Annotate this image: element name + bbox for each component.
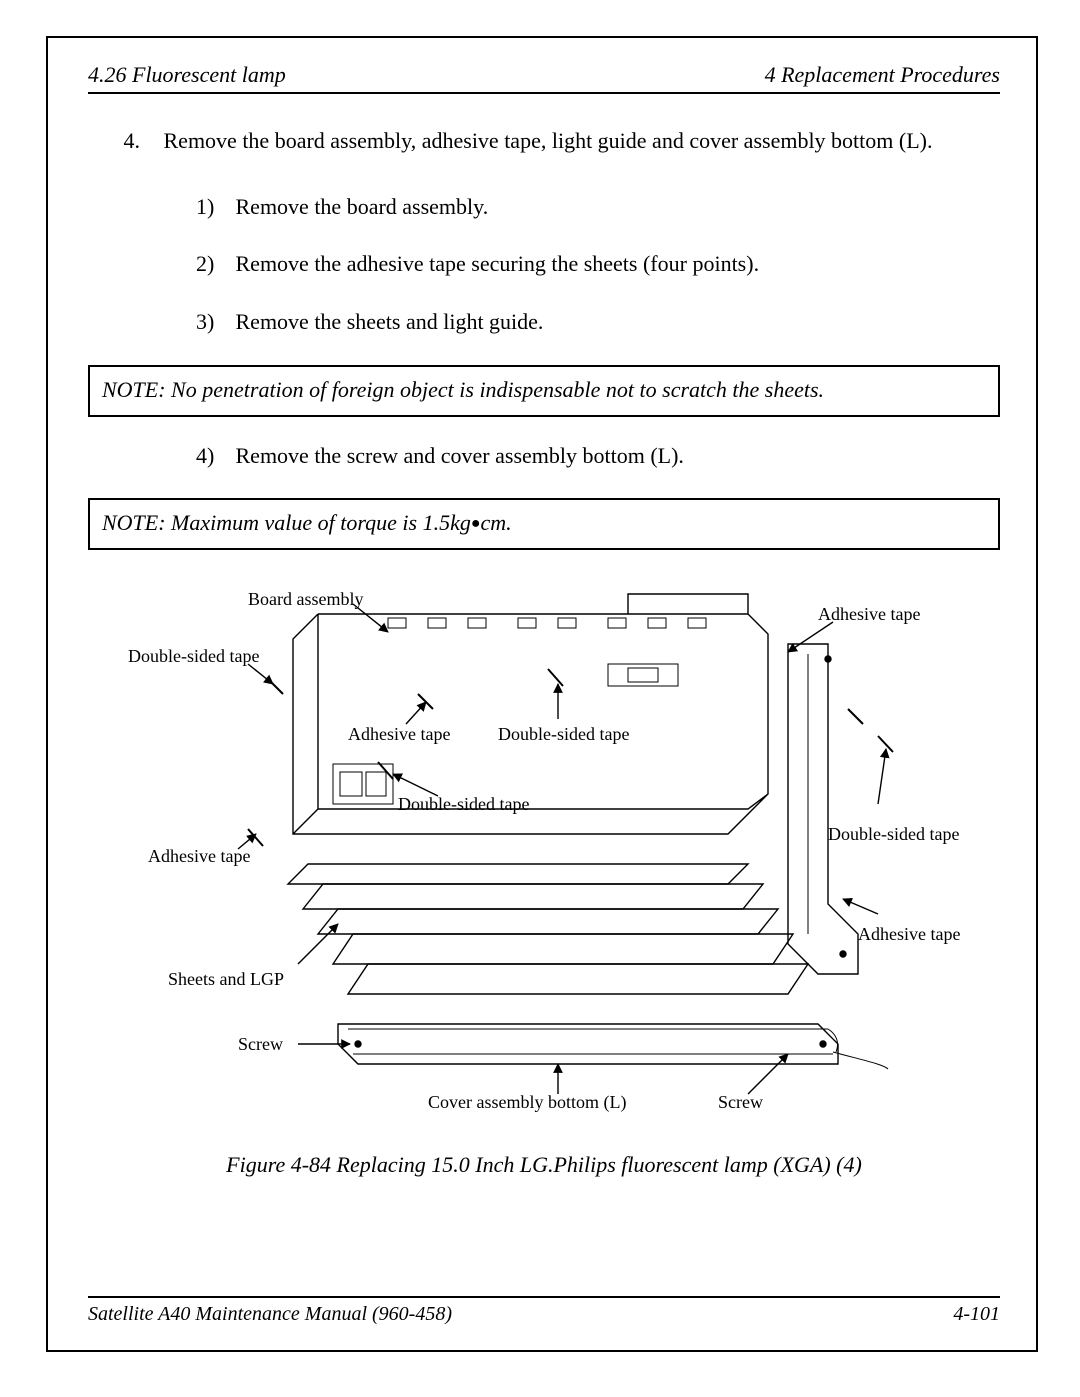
- footer-rule: [88, 1296, 1000, 1298]
- page-footer: Satellite A40 Maintenance Manual (960-45…: [88, 1303, 1000, 1326]
- step-number: 4.: [88, 126, 158, 156]
- footer-left: Satellite A40 Maintenance Manual (960-45…: [88, 1303, 452, 1326]
- bullet-icon: ●: [471, 515, 481, 532]
- substep-num: 2): [196, 249, 230, 279]
- step-text: Remove the board assembly, adhesive tape…: [164, 126, 984, 156]
- substep-text: Remove the screw and cover assembly bott…: [236, 443, 684, 468]
- label-adhesive-tape-3: Adhesive tape: [148, 846, 250, 867]
- note-2-prefix: NOTE: Maximum value of torque is 1.5kg: [102, 510, 471, 535]
- figure-4-84: Board assembly Adhesive tape Double-side…: [88, 574, 1000, 1134]
- note-1-text: NOTE: No penetration of foreign object i…: [102, 377, 824, 402]
- label-double-sided-tape-4: Double-sided tape: [828, 824, 959, 845]
- label-adhesive-tape-1: Adhesive tape: [818, 604, 920, 625]
- label-sheets-lgp: Sheets and LGP: [168, 969, 284, 990]
- substep-num: 3): [196, 307, 230, 337]
- substep-1: 1) Remove the board assembly.: [196, 192, 1000, 222]
- substeps-2: 4) Remove the screw and cover assembly b…: [196, 441, 1000, 471]
- substeps: 1) Remove the board assembly. 2) Remove …: [196, 192, 1000, 337]
- header-left: 4.26 Fluorescent lamp: [88, 62, 286, 88]
- label-board-assembly: Board assembly: [248, 589, 363, 610]
- label-adhesive-tape-2: Adhesive tape: [348, 724, 450, 745]
- label-screw-1: Screw: [238, 1034, 283, 1055]
- substep-text: Remove the sheets and light guide.: [236, 309, 544, 334]
- substep-4: 4) Remove the screw and cover assembly b…: [196, 441, 1000, 471]
- label-double-sided-tape-3: Double-sided tape: [398, 794, 529, 815]
- figure-caption: Figure 4-84 Replacing 15.0 Inch LG.Phili…: [88, 1152, 1000, 1178]
- label-adhesive-tape-4: Adhesive tape: [858, 924, 960, 945]
- substep-num: 4): [196, 441, 230, 471]
- page-frame: 4.26 Fluorescent lamp 4 Replacement Proc…: [46, 36, 1038, 1352]
- note-2-suffix: cm.: [481, 510, 512, 535]
- page: 4.26 Fluorescent lamp 4 Replacement Proc…: [0, 0, 1080, 1397]
- header-rule: [88, 92, 1000, 94]
- label-double-sided-tape-2: Double-sided tape: [498, 724, 629, 745]
- footer-right: 4-101: [953, 1303, 1000, 1326]
- substep-num: 1): [196, 192, 230, 222]
- step-4: 4. Remove the board assembly, adhesive t…: [88, 126, 1000, 156]
- substep-2: 2) Remove the adhesive tape securing the…: [196, 249, 1000, 279]
- page-body: 4. Remove the board assembly, adhesive t…: [88, 126, 1000, 1178]
- label-double-sided-tape-1: Double-sided tape: [128, 646, 259, 667]
- label-cover-bottom: Cover assembly bottom (L): [428, 1092, 626, 1113]
- page-header: 4.26 Fluorescent lamp 4 Replacement Proc…: [88, 62, 1000, 88]
- header-right: 4 Replacement Procedures: [765, 62, 1000, 88]
- substep-text: Remove the adhesive tape securing the sh…: [236, 251, 760, 276]
- note-box-2: NOTE: Maximum value of torque is 1.5kg●c…: [88, 498, 1000, 550]
- substep-3: 3) Remove the sheets and light guide.: [196, 307, 1000, 337]
- substep-text: Remove the board assembly.: [236, 194, 489, 219]
- label-screw-2: Screw: [718, 1092, 763, 1113]
- note-box-1: NOTE: No penetration of foreign object i…: [88, 365, 1000, 417]
